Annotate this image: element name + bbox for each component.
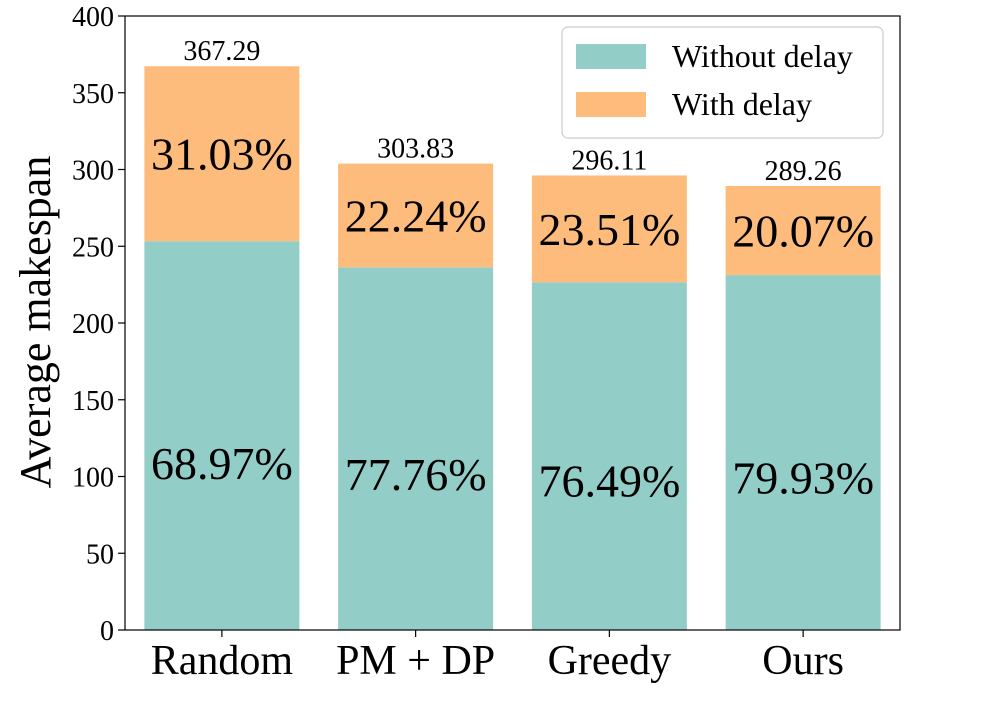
bar-segment-with-delay	[144, 66, 300, 242]
legend-swatch	[576, 44, 646, 69]
bar-percent-label: 22.24%	[345, 190, 487, 241]
x-axis: Random PM + DP Greedy Ours	[151, 630, 844, 684]
bar-segment-without-delay	[531, 282, 687, 630]
bar-total-label: 289.26	[765, 156, 842, 187]
bar-segment-without-delay	[338, 267, 494, 630]
bar-percent-label: 23.51%	[538, 204, 680, 255]
bar-percent-label: 76.49%	[538, 456, 680, 507]
x-tick-label: Greedy	[548, 638, 672, 684]
y-tick-label: 100	[72, 463, 114, 494]
bar-segment-with-delay	[531, 175, 687, 283]
y-tick-label: 400	[72, 2, 114, 33]
legend-label: Without delay	[672, 38, 853, 74]
bar-percent-label: 79.93%	[732, 452, 874, 503]
bars-layer	[144, 66, 881, 631]
y-tick-label: 300	[72, 156, 114, 187]
legend-swatch	[576, 92, 646, 117]
bar-percent-label: 77.76%	[345, 449, 487, 500]
bar-percent-label: 20.07%	[732, 206, 874, 257]
x-tick-label: Random	[151, 638, 294, 684]
bar-percent-label: 68.97%	[151, 438, 293, 489]
y-tick-label: 0	[100, 616, 114, 647]
legend-label: With delay	[672, 86, 812, 122]
bar-total-label: 296.11	[571, 145, 647, 176]
bar-labels-layer: 68.97% 31.03% 367.29 77.76% 22.24% 303.83 76.4…	[151, 36, 874, 506]
y-axis: 0 50 100 150 200 250 300 350 400	[72, 2, 125, 647]
bar-segment-without-delay	[144, 241, 300, 631]
bar-segment-with-delay	[338, 163, 494, 268]
y-tick-label: 250	[72, 232, 114, 263]
bar-segment-without-delay	[725, 275, 881, 630]
y-tick-label: 50	[86, 539, 114, 570]
bar-segment-with-delay	[725, 185, 881, 276]
bar-total-label: 367.29	[183, 36, 260, 67]
y-tick-label: 200	[72, 309, 114, 340]
x-tick-label: PM + DP	[336, 638, 495, 684]
y-tick-label: 150	[72, 386, 114, 417]
y-tick-label: 350	[72, 79, 114, 110]
x-tick-label: Ours	[762, 638, 844, 684]
bar-total-label: 303.83	[377, 134, 454, 165]
bar-percent-label: 31.03%	[151, 129, 293, 180]
y-axis-label: Average makespan	[11, 156, 60, 489]
legend: Without delay With delay	[561, 26, 884, 139]
